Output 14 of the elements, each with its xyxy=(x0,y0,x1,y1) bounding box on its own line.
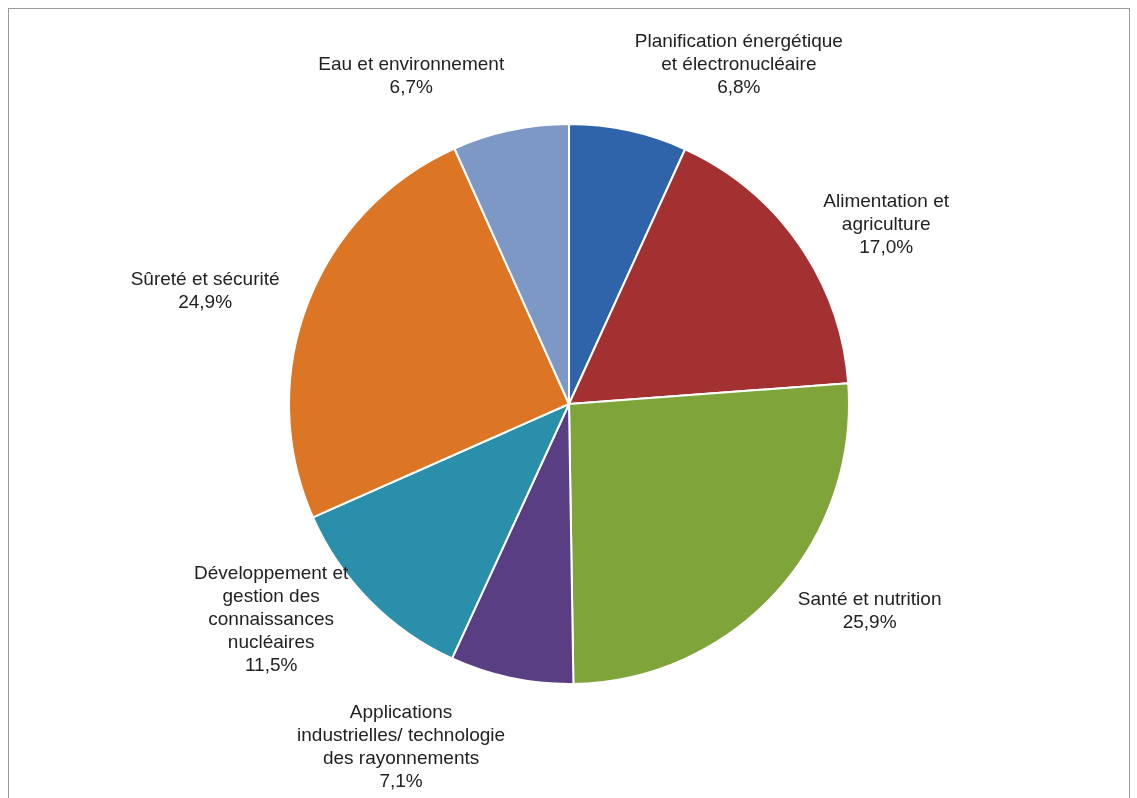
slice-label: Eau et environnement xyxy=(318,52,505,74)
data-label: 11,5% xyxy=(244,653,298,675)
slice-label: Alimentation et agriculture xyxy=(823,190,950,235)
data-label: 17,0% xyxy=(859,236,914,258)
slice-label: Applications industrielles/ technologie des rayonnements xyxy=(297,700,506,768)
data-label: 6,7% xyxy=(389,75,433,97)
data-label: 24,9% xyxy=(178,290,233,312)
data-label: 6,8% xyxy=(717,75,761,97)
data-label: 7,1% xyxy=(379,769,423,791)
data-label: 25,9% xyxy=(842,610,897,632)
slice-label: Sûreté et sécurité xyxy=(130,267,280,289)
slice-label: Planification énergétique et électronucléaire xyxy=(634,29,843,74)
slice-label: Développement et gestion des connaissances nucléaires xyxy=(194,561,349,652)
slice-label: Santé et nutrition xyxy=(797,587,942,609)
